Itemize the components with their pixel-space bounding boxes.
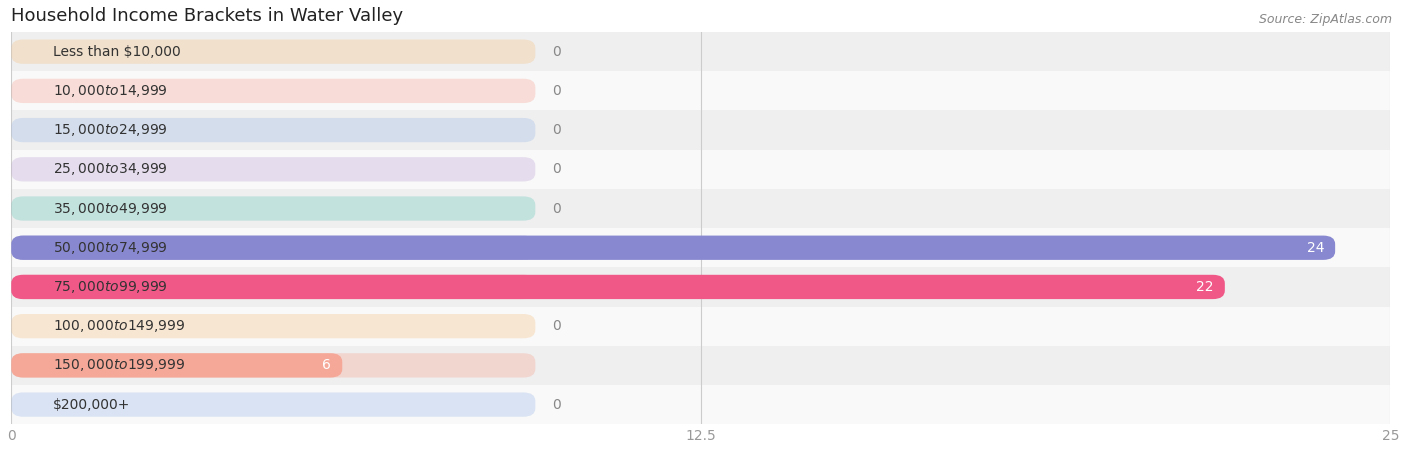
FancyBboxPatch shape — [11, 275, 1225, 299]
FancyBboxPatch shape — [11, 236, 536, 260]
Text: 0: 0 — [553, 202, 561, 216]
Text: 0: 0 — [553, 319, 561, 333]
Text: $15,000 to $24,999: $15,000 to $24,999 — [53, 122, 169, 138]
Text: 22: 22 — [1197, 280, 1213, 294]
Text: $25,000 to $34,999: $25,000 to $34,999 — [53, 161, 169, 177]
Bar — [11, 32, 1391, 71]
Bar — [11, 71, 1391, 111]
Text: 0: 0 — [553, 123, 561, 137]
Bar — [11, 346, 1391, 385]
Text: 0: 0 — [553, 398, 561, 412]
FancyBboxPatch shape — [11, 196, 536, 220]
Text: $75,000 to $99,999: $75,000 to $99,999 — [53, 279, 169, 295]
Text: $100,000 to $149,999: $100,000 to $149,999 — [53, 318, 186, 334]
Text: Less than $10,000: Less than $10,000 — [53, 45, 181, 58]
Text: $35,000 to $49,999: $35,000 to $49,999 — [53, 201, 169, 216]
FancyBboxPatch shape — [11, 353, 342, 378]
FancyBboxPatch shape — [11, 40, 536, 64]
FancyBboxPatch shape — [11, 314, 536, 338]
Bar — [11, 228, 1391, 267]
FancyBboxPatch shape — [11, 118, 536, 142]
FancyBboxPatch shape — [11, 79, 536, 103]
Bar — [11, 385, 1391, 424]
Text: 0: 0 — [553, 162, 561, 176]
FancyBboxPatch shape — [11, 353, 536, 378]
Text: $50,000 to $74,999: $50,000 to $74,999 — [53, 240, 169, 256]
FancyBboxPatch shape — [11, 157, 536, 181]
Text: 0: 0 — [553, 84, 561, 98]
Text: Household Income Brackets in Water Valley: Household Income Brackets in Water Valle… — [11, 7, 404, 25]
Bar — [11, 306, 1391, 346]
Text: $200,000+: $200,000+ — [53, 398, 131, 412]
Bar — [11, 189, 1391, 228]
Text: $150,000 to $199,999: $150,000 to $199,999 — [53, 357, 186, 374]
Text: $10,000 to $14,999: $10,000 to $14,999 — [53, 83, 169, 99]
Text: 0: 0 — [553, 45, 561, 58]
FancyBboxPatch shape — [11, 392, 536, 417]
Text: 6: 6 — [322, 358, 332, 372]
Bar — [11, 267, 1391, 306]
Bar — [11, 111, 1391, 150]
Text: 24: 24 — [1306, 241, 1324, 255]
Text: Source: ZipAtlas.com: Source: ZipAtlas.com — [1258, 14, 1392, 27]
FancyBboxPatch shape — [11, 236, 1336, 260]
Bar — [11, 150, 1391, 189]
FancyBboxPatch shape — [11, 275, 536, 299]
